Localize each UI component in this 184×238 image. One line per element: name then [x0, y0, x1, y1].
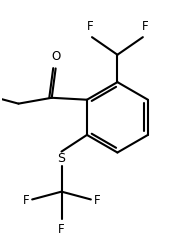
Text: F: F	[87, 20, 93, 33]
Text: F: F	[141, 20, 148, 33]
Text: F: F	[94, 194, 100, 207]
Text: F: F	[58, 223, 65, 236]
Text: S: S	[58, 152, 66, 165]
Text: F: F	[23, 194, 29, 207]
Text: O: O	[51, 50, 60, 63]
